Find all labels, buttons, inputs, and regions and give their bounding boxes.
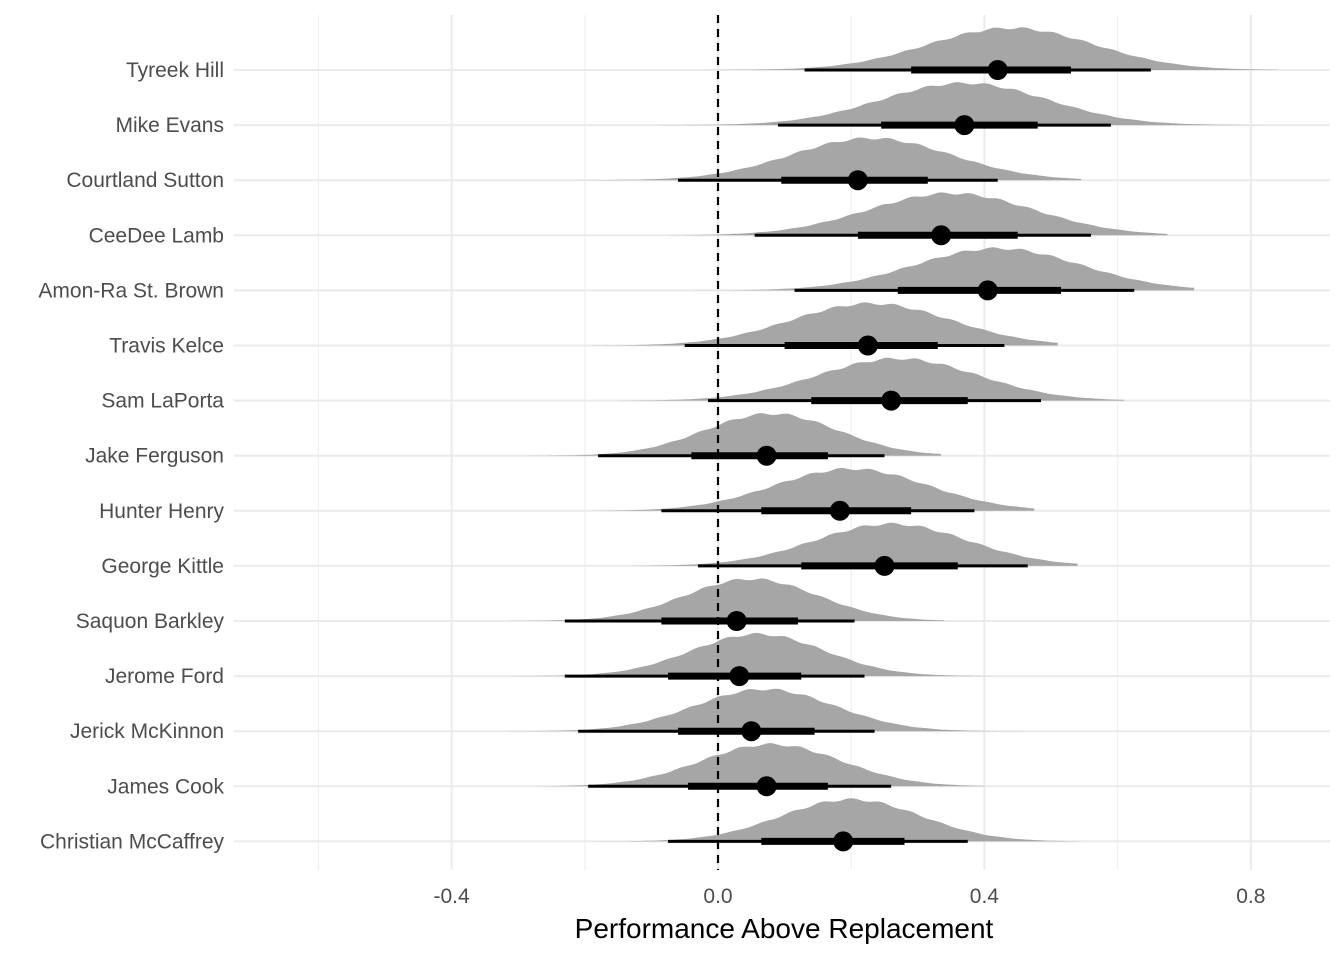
median-point-jake-ferguson: [756, 445, 777, 466]
y-tick-label: Mike Evans: [115, 114, 224, 137]
median-point-amon-ra-st-brown: [977, 280, 998, 301]
x-axis-ticks: -0.4 0.0 0.4 0.8: [434, 885, 1266, 908]
y-tick-label: James Cook: [107, 775, 224, 798]
y-tick-label: Courtland Sutton: [66, 169, 224, 192]
x-axis-title: Performance Above Replacement: [575, 913, 994, 944]
density-travis-kelce: [591, 302, 1058, 346]
density-jake-ferguson: [498, 413, 942, 456]
density-saquon-barkley: [325, 578, 945, 621]
y-tick-label: Hunter Henry: [99, 500, 224, 523]
median-point-hunter-henry: [829, 500, 850, 521]
median-point-james-cook: [756, 776, 777, 797]
density-jerome-ford: [391, 632, 992, 677]
y-axis-labels: Tyreek Hill Mike Evans Courtland Sutton Cee…: [38, 59, 224, 853]
y-tick-label: Jerick McKinnon: [70, 720, 224, 743]
density-george-kittle: [631, 522, 1078, 566]
y-tick-label: Jake Ferguson: [85, 445, 224, 468]
median-point-courtland-sutton: [847, 170, 868, 191]
density-james-cook: [438, 743, 985, 787]
y-tick-label: Christian McCaffrey: [40, 830, 224, 853]
density-hunter-henry: [574, 468, 1035, 511]
y-tick-label: George Kittle: [101, 555, 224, 578]
x-tick-label: -0.4: [434, 885, 471, 908]
x-tick-label: 0.8: [1236, 885, 1265, 908]
median-point-christian-mccaffrey: [833, 831, 854, 852]
density-christian-mccaffrey: [538, 798, 1081, 842]
x-tick-label: 0.4: [970, 885, 1000, 908]
median-point-sam-laporta: [881, 390, 902, 411]
y-tick-label: Travis Kelce: [109, 335, 224, 358]
x-tick-label: 0.0: [703, 885, 732, 908]
density-layer: [325, 27, 1278, 842]
median-point-tyreek-hill: [987, 60, 1008, 80]
median-point-mike-evans: [954, 115, 975, 136]
median-point-jerome-ford: [729, 666, 750, 687]
density-ceedee-lamb: [611, 192, 1168, 236]
median-point-george-kittle: [874, 555, 895, 576]
y-tick-label: Amon-Ra St. Brown: [38, 279, 224, 302]
y-tick-label: Tyreek Hill: [126, 59, 224, 82]
y-tick-label: CeeDee Lamb: [89, 224, 224, 247]
interval-layer: [564, 60, 1151, 852]
density-sam-laporta: [618, 357, 1125, 401]
y-tick-label: Sam LaPorta: [101, 390, 224, 413]
density-amon-ra-st-brown: [681, 247, 1195, 291]
median-point-saquon-barkley: [726, 611, 747, 631]
density-jerick-mckinnon: [418, 688, 1035, 732]
density-courtland-sutton: [524, 137, 1081, 181]
median-point-ceedee-lamb: [931, 225, 952, 246]
median-point-jerick-mckinnon: [741, 721, 762, 742]
y-tick-label: Saquon Barkley: [76, 610, 225, 633]
y-tick-label: Jerome Ford: [105, 665, 224, 688]
median-point-travis-kelce: [857, 335, 878, 356]
density-mike-evans: [631, 82, 1258, 126]
density-tyreek-hill: [624, 27, 1278, 70]
